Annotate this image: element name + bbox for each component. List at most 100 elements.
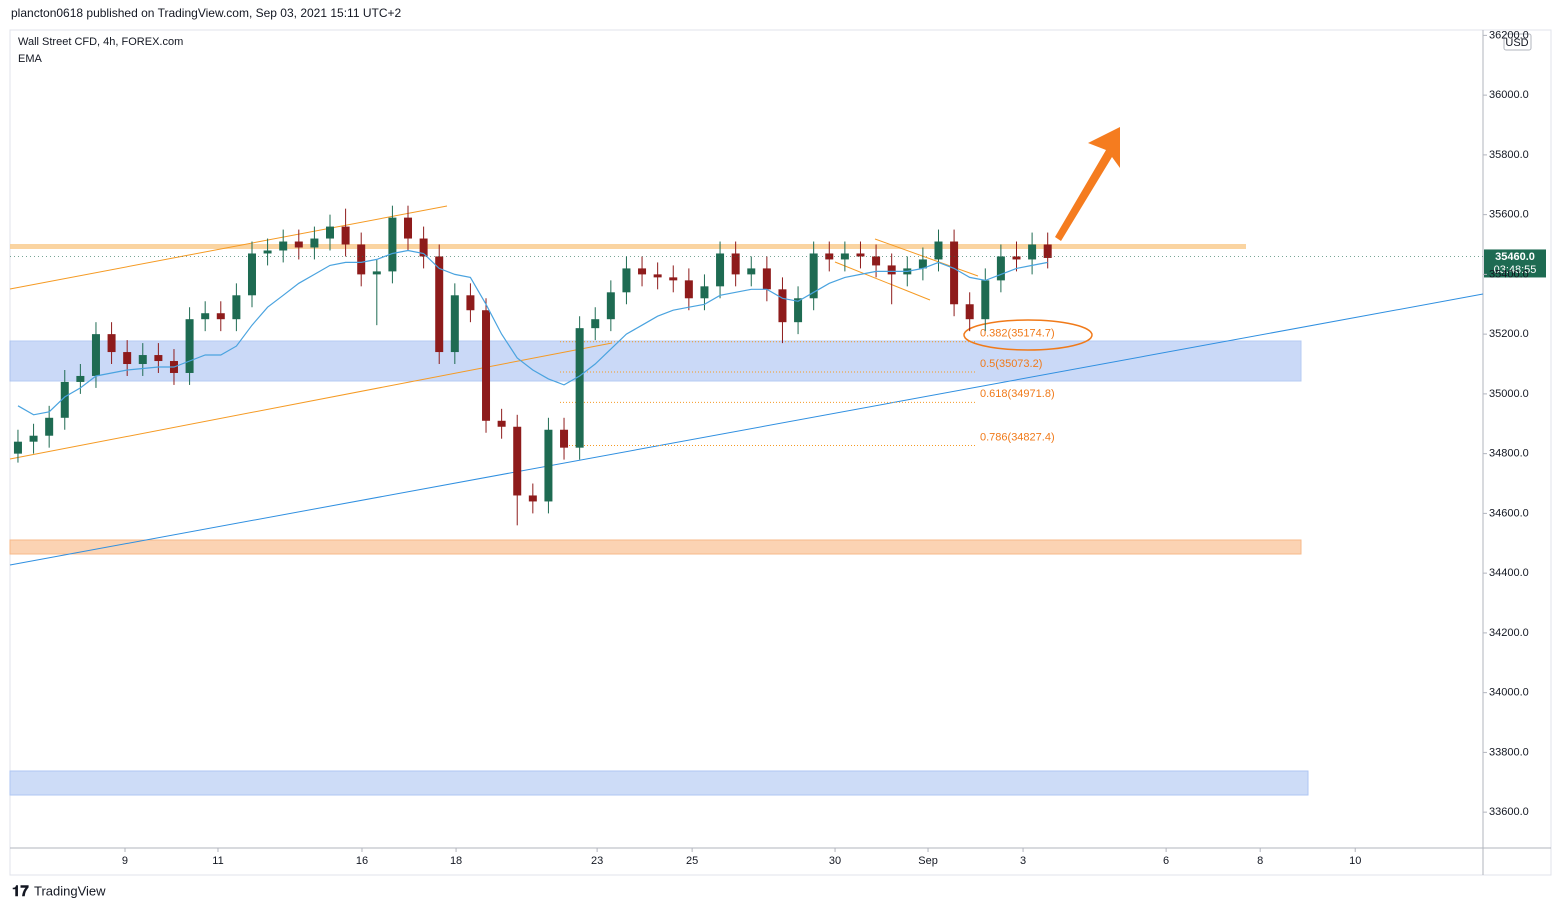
y-tick-label: 35800.0 xyxy=(1489,149,1529,161)
x-tick-label: 30 xyxy=(829,855,841,867)
y-tick-label: 35000.0 xyxy=(1489,388,1529,400)
candle-body xyxy=(388,217,397,272)
candle-body xyxy=(840,253,849,260)
candle-body xyxy=(872,256,881,266)
candle-body xyxy=(856,253,865,257)
y-tick-label: 35600.0 xyxy=(1489,209,1529,221)
candle-body xyxy=(638,268,647,275)
candle-body xyxy=(950,241,959,305)
x-tick-label: 18 xyxy=(450,855,462,867)
candle-body xyxy=(247,253,256,296)
candle-body xyxy=(762,268,771,290)
x-tick-label: 23 xyxy=(591,855,603,867)
last-price: 35460.0 xyxy=(1495,251,1535,263)
y-tick-label: 36200.0 xyxy=(1489,29,1529,41)
candle-body xyxy=(482,310,491,421)
candle-body xyxy=(1028,244,1037,260)
candle-body xyxy=(669,277,678,281)
candle-body xyxy=(91,334,100,376)
candle-body xyxy=(29,435,38,442)
candle-body xyxy=(216,313,225,320)
candle-body xyxy=(123,352,132,365)
candle-body xyxy=(107,334,116,353)
highlight-ellipse xyxy=(963,319,1093,351)
candle-body xyxy=(419,238,428,257)
candle-body xyxy=(731,253,740,275)
candle-body xyxy=(138,355,147,365)
candle-body xyxy=(981,280,990,320)
x-tick-label: 11 xyxy=(212,855,223,867)
candle-body xyxy=(591,319,600,329)
ema-line xyxy=(17,249,1048,416)
logo: 𝟏𝟕 xyxy=(12,883,29,900)
candle-body xyxy=(13,441,22,454)
publisher: plancton0618 published on TradingView.co… xyxy=(11,6,401,20)
x-tick-label: 9 xyxy=(122,855,128,867)
candle-body xyxy=(528,495,537,502)
candle-body xyxy=(544,429,553,502)
candle-body xyxy=(716,253,725,287)
channel-upper xyxy=(9,205,448,290)
y-tick-label: 36000.0 xyxy=(1489,89,1529,101)
candle-body xyxy=(357,244,366,275)
fib-label: 0.786(34827.4) xyxy=(980,431,1055,443)
countdown: 03:48:55 xyxy=(1494,264,1537,276)
candle-body xyxy=(201,313,210,320)
y-tick-label: 33600.0 xyxy=(1489,806,1529,818)
indicator-name: EMA xyxy=(18,53,43,65)
x-tick-label: 3 xyxy=(1020,855,1026,867)
candle-body xyxy=(887,265,896,275)
x-tick-label: 25 xyxy=(686,855,698,867)
x-tick-label: 10 xyxy=(1349,855,1361,867)
candle-body xyxy=(232,295,241,320)
candle-body xyxy=(606,292,615,320)
candle-body xyxy=(263,250,272,254)
candle-body xyxy=(326,226,335,239)
candle-body xyxy=(404,217,413,239)
candle-body xyxy=(466,295,475,311)
candle-body xyxy=(497,420,506,427)
candle-body xyxy=(45,417,54,436)
fib-label: 0.5(35073.2) xyxy=(980,358,1042,370)
fib-label: 0.618(34971.8) xyxy=(980,388,1055,400)
frame xyxy=(9,29,1552,876)
currency-box xyxy=(1503,33,1532,51)
y-tick-label: 34600.0 xyxy=(1489,507,1529,519)
candle-body xyxy=(965,304,974,320)
x-tick-label: Sep xyxy=(918,855,938,867)
candle-body xyxy=(825,253,834,260)
candle-body xyxy=(185,319,194,373)
support-band xyxy=(9,539,1302,555)
x-tick-label: 6 xyxy=(1163,855,1169,867)
chart-title: Wall Street CFD, 4h, FOREX.com xyxy=(18,36,183,48)
x-tick-label: 16 xyxy=(356,855,368,867)
candle-body xyxy=(372,271,381,275)
candle-body xyxy=(60,381,69,418)
candle-body xyxy=(450,295,459,353)
candle-body xyxy=(809,253,818,299)
candle-body xyxy=(747,268,756,275)
y-tick-label: 34800.0 xyxy=(1489,448,1529,460)
demand-zone xyxy=(9,770,1309,796)
y-tick-label: 35200.0 xyxy=(1489,328,1529,340)
arrow xyxy=(1055,127,1120,241)
candle-body xyxy=(560,429,569,448)
candle-body xyxy=(794,298,803,323)
y-tick-label: 34400.0 xyxy=(1489,567,1529,579)
last-price-box xyxy=(1484,249,1546,278)
candle-body xyxy=(279,241,288,251)
resistance-band xyxy=(10,244,1246,249)
candle-body xyxy=(575,328,584,448)
footer: TradingView xyxy=(34,883,106,898)
y-tick-label: 34200.0 xyxy=(1489,627,1529,639)
candle-body xyxy=(934,241,943,260)
x-tick-label: 8 xyxy=(1257,855,1263,867)
flag-lower xyxy=(834,261,931,301)
candle-body xyxy=(622,268,631,293)
candle-body xyxy=(435,256,444,353)
channel-lower xyxy=(9,342,613,460)
y-tick-label: 34000.0 xyxy=(1489,687,1529,699)
fib-label: 0.382(35174.7) xyxy=(980,328,1055,340)
support-zone xyxy=(9,340,1302,382)
y-tick-label: 33800.0 xyxy=(1489,746,1529,758)
